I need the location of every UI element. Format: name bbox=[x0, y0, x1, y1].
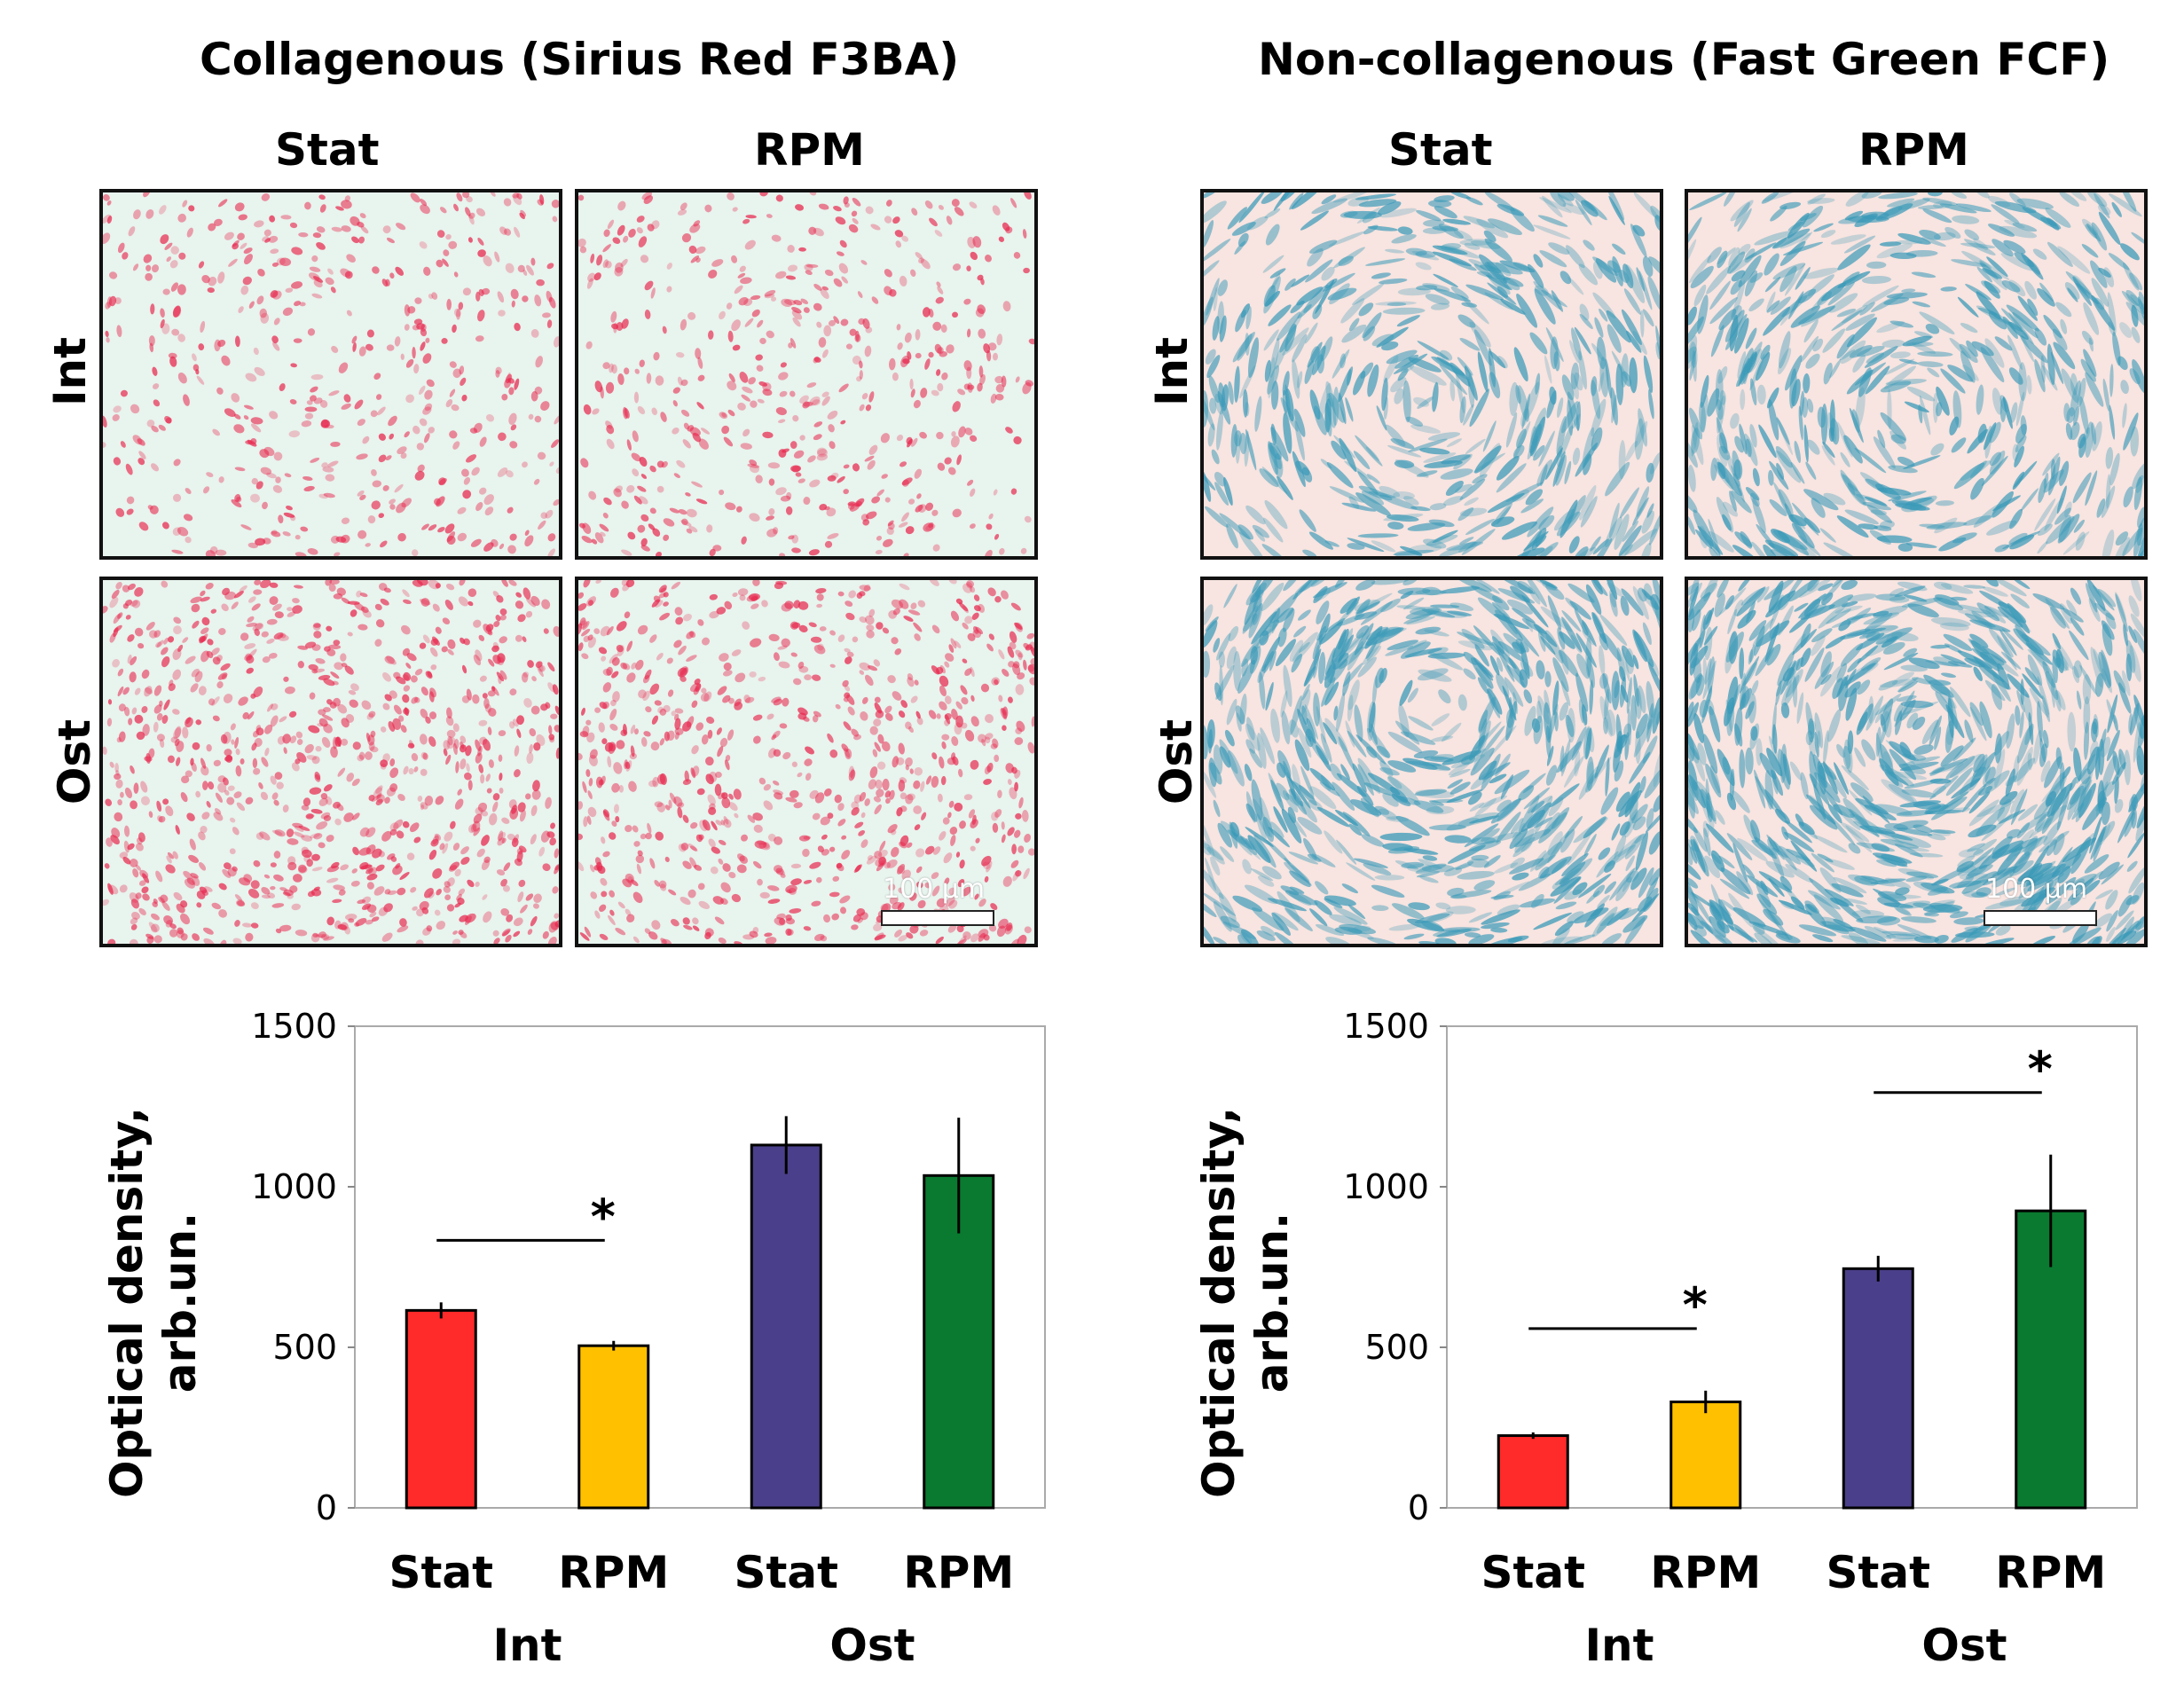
y-tick-label: 500 bbox=[272, 1328, 337, 1367]
micrograph-fastgreen-int-stat bbox=[1200, 189, 1663, 560]
scale-bar-right bbox=[1984, 910, 2097, 926]
y-tick-label: 0 bbox=[316, 1488, 337, 1527]
plot-area bbox=[1446, 1025, 2138, 1509]
bar-int-rpm bbox=[1669, 1401, 1742, 1510]
micrograph-sirius-int-stat bbox=[99, 189, 562, 560]
scale-bar-label-left: 100 µm bbox=[883, 874, 986, 905]
group-label-int: Int bbox=[492, 1620, 562, 1671]
y-tick-label: 1500 bbox=[251, 1007, 337, 1046]
scale-bar-left bbox=[881, 910, 994, 926]
y-axis-label-line2: arb.un. bbox=[1246, 1213, 1298, 1393]
y-axis-label-line1: Optical density, bbox=[101, 1107, 153, 1498]
x-tick-label-ost-rpm: RPM bbox=[903, 1547, 1014, 1598]
bar-ost-stat bbox=[750, 1143, 822, 1510]
significance-star-0: * bbox=[591, 1189, 616, 1244]
x-tick-label-int-rpm: RPM bbox=[1650, 1547, 1761, 1598]
group-label-ost: Ost bbox=[1921, 1620, 2007, 1671]
row-label-ost-left: Ost bbox=[49, 718, 101, 805]
micrograph-sirius-int-rpm bbox=[575, 189, 1038, 560]
micrograph-fastgreen-ost-stat bbox=[1200, 577, 1663, 947]
micrograph-sirius-ost-stat bbox=[99, 577, 562, 947]
y-tick-label: 1000 bbox=[1343, 1167, 1429, 1206]
micrograph-sirius-ost-rpm bbox=[575, 577, 1038, 947]
significance-star-0: * bbox=[1683, 1277, 1708, 1333]
col-label-rpm-left: RPM bbox=[754, 124, 865, 176]
x-tick-label-int-rpm: RPM bbox=[558, 1547, 669, 1598]
x-tick-label-ost-stat: Stat bbox=[734, 1547, 838, 1598]
y-tick-label: 500 bbox=[1364, 1328, 1429, 1367]
bar-int-stat bbox=[405, 1308, 477, 1510]
bar-int-rpm bbox=[577, 1344, 650, 1510]
panel-title-noncollagenous: Non-collagenous (Fast Green FCF) bbox=[1258, 34, 2110, 85]
x-tick-label-int-stat: Stat bbox=[1481, 1547, 1585, 1598]
significance-star-1: * bbox=[2028, 1041, 2053, 1097]
col-label-rpm-right: RPM bbox=[1858, 124, 1969, 176]
bar-chart-collagenous: 0 500 1000 1500 Optical density, arb.un. Stat R… bbox=[101, 1007, 1046, 1671]
micrograph-fastgreen-ost-rpm bbox=[1685, 577, 2148, 947]
y-tick-label: 1500 bbox=[1343, 1007, 1429, 1046]
group-label-int: Int bbox=[1584, 1620, 1654, 1671]
x-tick-label-int-stat: Stat bbox=[389, 1547, 493, 1598]
bar-ost-stat bbox=[1842, 1267, 1914, 1510]
y-tick-label: 0 bbox=[1408, 1488, 1429, 1527]
group-label-ost: Ost bbox=[829, 1620, 915, 1671]
y-axis-label-line2: arb.un. bbox=[154, 1213, 206, 1393]
x-tick-label-ost-stat: Stat bbox=[1826, 1547, 1930, 1598]
col-label-stat-right: Stat bbox=[1388, 124, 1493, 176]
bar-ost-rpm bbox=[2015, 1209, 2087, 1510]
micrograph-fastgreen-int-rpm bbox=[1685, 189, 2148, 560]
plot-area bbox=[354, 1025, 1046, 1509]
bar-int-stat bbox=[1497, 1434, 1569, 1510]
row-label-ost-right: Ost bbox=[1151, 718, 1203, 805]
panel-title-collagenous: Collagenous (Sirius Red F3BA) bbox=[200, 34, 960, 85]
bar-chart-noncollagenous: 0 500 1000 1500 Optical density, arb.un. Stat R… bbox=[1193, 1007, 2138, 1671]
x-tick-label-ost-rpm: RPM bbox=[1995, 1547, 2106, 1598]
y-axis-label-line1: Optical density, bbox=[1193, 1107, 1245, 1498]
col-label-stat-left: Stat bbox=[275, 124, 380, 176]
y-tick-label: 1000 bbox=[251, 1167, 337, 1206]
row-label-int-left: Int bbox=[44, 336, 97, 407]
scale-bar-label-right: 100 µm bbox=[1985, 874, 2088, 905]
row-label-int-right: Int bbox=[1146, 336, 1198, 407]
